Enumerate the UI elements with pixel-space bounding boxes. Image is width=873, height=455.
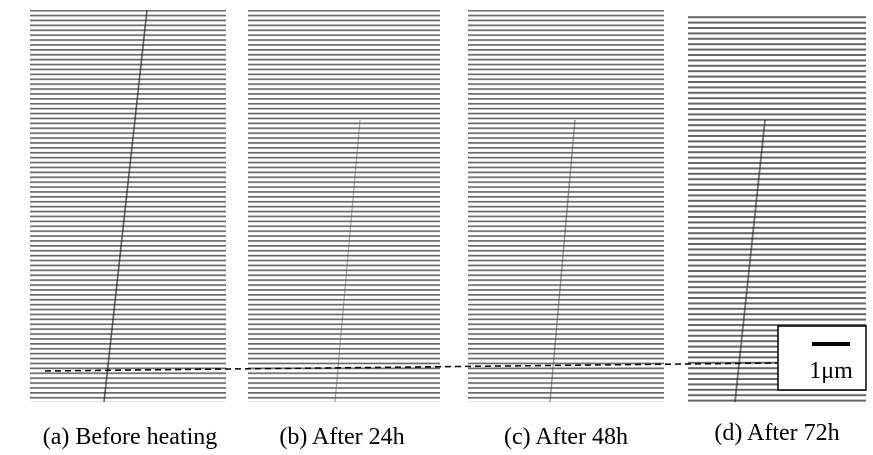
- panel-b: [248, 10, 440, 402]
- caption: (c) After 48h: [504, 424, 628, 450]
- caption: (b) After 24h: [279, 424, 404, 450]
- scale-bar: 1μm: [778, 326, 866, 390]
- caption: (d) After 72h: [714, 420, 839, 446]
- caption: (a) Before heating: [43, 424, 218, 450]
- panel-a: [30, 10, 226, 402]
- panel-c: [468, 10, 664, 402]
- figure: 1μm (a) Before heating (b) After 24h (c)…: [0, 0, 873, 455]
- scale-label: 1μm: [809, 358, 853, 384]
